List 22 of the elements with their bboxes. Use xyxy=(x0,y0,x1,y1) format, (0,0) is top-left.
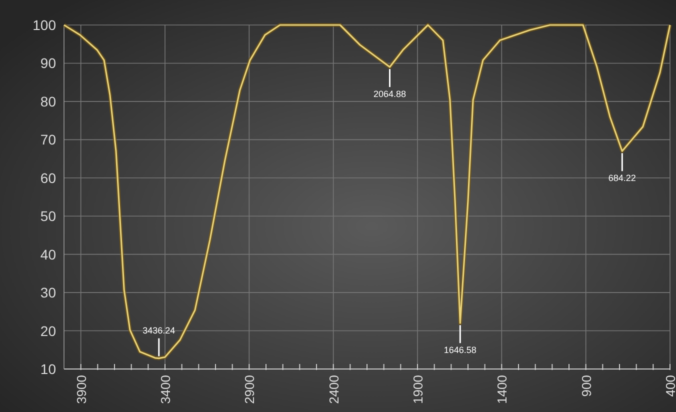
x-tick-label: 2900 xyxy=(242,375,258,404)
y-tick-label: 10 xyxy=(40,361,56,377)
y-tick-label: 60 xyxy=(40,170,56,186)
y-tick-label: 80 xyxy=(40,93,56,110)
annotation: 3436.24 xyxy=(142,325,176,336)
y-tick-label: 90 xyxy=(40,55,56,72)
y-tick-label: 40 xyxy=(40,246,56,262)
x-tick-label: 3400 xyxy=(158,375,173,404)
x-tick-label: 1900 xyxy=(410,375,426,404)
y-tick-label: 50 xyxy=(40,208,56,224)
annotation: 1646.58 xyxy=(444,345,476,356)
y-tick-label: 70 xyxy=(40,132,56,148)
y-tick-label: 20 xyxy=(40,322,56,339)
x-tick-label: 900 xyxy=(578,375,594,397)
x-tick-label: 400 xyxy=(663,375,676,397)
annotation: 684.22 xyxy=(608,173,636,184)
annotation: 2064.88 xyxy=(373,89,406,100)
x-tick-label: 1400 xyxy=(494,375,510,404)
x-tick-label: 3900 xyxy=(74,375,89,404)
y-tick-label: 100 xyxy=(32,17,56,33)
x-tick-label: 2400 xyxy=(326,375,342,404)
y-tick-label: 30 xyxy=(40,284,56,301)
